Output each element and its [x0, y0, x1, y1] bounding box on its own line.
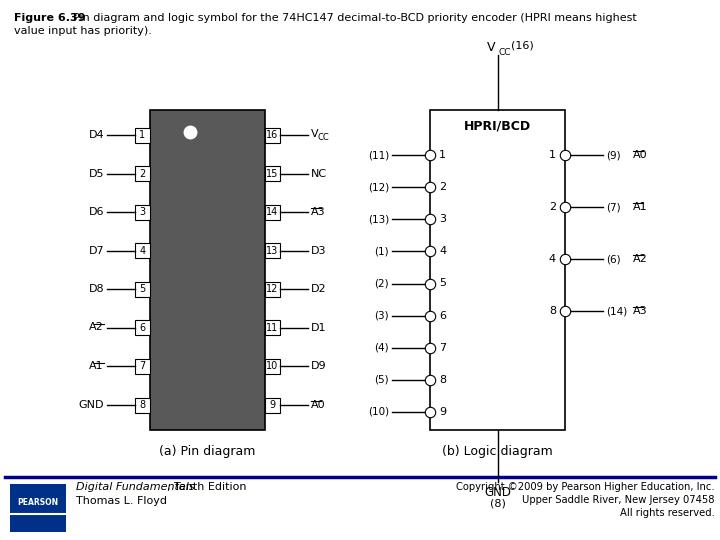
- Text: (5): (5): [374, 375, 389, 385]
- Text: (13): (13): [368, 214, 389, 224]
- Text: (a) Pin diagram: (a) Pin diagram: [159, 446, 256, 458]
- Text: Copyright ©2009 by Pearson Higher Education, Inc.
Upper Saddle River, New Jersey: Copyright ©2009 by Pearson Higher Educat…: [456, 482, 715, 518]
- Bar: [135, 205, 150, 220]
- Text: 6: 6: [140, 323, 145, 333]
- Text: 4: 4: [439, 246, 446, 256]
- Text: CC: CC: [498, 48, 511, 57]
- Text: 4: 4: [140, 246, 145, 256]
- Text: V: V: [311, 129, 319, 139]
- Text: 15: 15: [266, 168, 279, 179]
- Text: 3: 3: [140, 207, 145, 217]
- Text: 4: 4: [549, 254, 556, 264]
- Text: D8: D8: [89, 284, 104, 294]
- Text: HPRI/BCD: HPRI/BCD: [464, 119, 531, 132]
- Text: 13: 13: [266, 246, 279, 256]
- Bar: [135, 243, 150, 258]
- Text: (1): (1): [374, 246, 389, 256]
- Text: A0: A0: [633, 150, 647, 159]
- Text: (3): (3): [374, 310, 389, 321]
- Text: V: V: [487, 41, 495, 54]
- Text: 1: 1: [140, 130, 145, 140]
- Text: 7: 7: [439, 343, 446, 353]
- Bar: [135, 359, 150, 374]
- Text: A2: A2: [89, 322, 104, 332]
- Text: 16: 16: [266, 130, 279, 140]
- Text: 9: 9: [439, 407, 446, 417]
- Text: (12): (12): [368, 182, 389, 192]
- Bar: [265, 397, 280, 413]
- Text: Figure 6.39: Figure 6.39: [14, 13, 86, 23]
- Bar: [150, 110, 265, 430]
- Text: D9: D9: [311, 361, 327, 372]
- Bar: [135, 127, 150, 143]
- Text: A3: A3: [311, 207, 325, 217]
- Text: D5: D5: [89, 168, 104, 179]
- Text: (6): (6): [606, 254, 621, 264]
- Bar: [265, 166, 280, 181]
- Text: 8: 8: [439, 375, 446, 385]
- Text: GND: GND: [484, 486, 511, 499]
- Bar: [135, 397, 150, 413]
- Text: D2: D2: [311, 284, 327, 294]
- Bar: [265, 359, 280, 374]
- Text: 2: 2: [549, 202, 556, 212]
- Text: A0: A0: [311, 400, 325, 409]
- Bar: [265, 205, 280, 220]
- Bar: [10, 484, 66, 532]
- Text: (11): (11): [368, 150, 389, 160]
- Text: Thomas L. Floyd: Thomas L. Floyd: [76, 496, 167, 506]
- Text: 3: 3: [439, 214, 446, 224]
- Text: CC: CC: [318, 133, 330, 143]
- Text: 2: 2: [439, 182, 446, 192]
- Text: 8: 8: [140, 400, 145, 410]
- Text: 12: 12: [266, 284, 279, 294]
- Text: D7: D7: [89, 246, 104, 256]
- Text: 2: 2: [140, 168, 145, 179]
- Text: A1: A1: [89, 361, 104, 371]
- Text: 7: 7: [140, 361, 145, 372]
- Text: Pin diagram and logic symbol for the 74HC147 decimal-to-BCD priority encoder (HP: Pin diagram and logic symbol for the 74H…: [66, 13, 636, 23]
- Text: (9): (9): [606, 150, 621, 160]
- Text: 9: 9: [269, 400, 276, 410]
- Bar: [135, 320, 150, 335]
- Text: D6: D6: [89, 207, 104, 217]
- Text: D1: D1: [311, 323, 326, 333]
- Text: 10: 10: [266, 361, 279, 372]
- Text: 5: 5: [140, 284, 145, 294]
- Text: (2): (2): [374, 279, 389, 288]
- Text: , Tenth Edition: , Tenth Edition: [167, 482, 246, 492]
- Text: PEARSON: PEARSON: [17, 498, 58, 507]
- Text: D4: D4: [89, 130, 104, 140]
- Bar: [265, 127, 280, 143]
- Text: A2: A2: [633, 253, 648, 264]
- Bar: [135, 282, 150, 297]
- Text: NC: NC: [311, 168, 327, 179]
- Text: Digital Fundamentals: Digital Fundamentals: [76, 482, 194, 492]
- Text: D3: D3: [311, 246, 326, 256]
- Text: 8: 8: [549, 306, 556, 316]
- Text: (16): (16): [511, 40, 534, 50]
- Bar: [265, 243, 280, 258]
- Text: value input has priority).: value input has priority).: [14, 26, 152, 36]
- Text: A3: A3: [633, 306, 647, 315]
- Text: 14: 14: [266, 207, 279, 217]
- Text: (8): (8): [490, 499, 505, 509]
- Text: GND: GND: [78, 400, 104, 410]
- Text: (14): (14): [606, 306, 627, 316]
- Bar: [430, 110, 565, 430]
- Text: A1: A1: [633, 201, 647, 212]
- Bar: [265, 282, 280, 297]
- Text: 5: 5: [439, 279, 446, 288]
- Text: 11: 11: [266, 323, 279, 333]
- Text: (b) Logic diagram: (b) Logic diagram: [442, 446, 553, 458]
- Text: (4): (4): [374, 343, 389, 353]
- Text: (7): (7): [606, 202, 621, 212]
- Text: 6: 6: [439, 310, 446, 321]
- Bar: [135, 166, 150, 181]
- Text: (10): (10): [368, 407, 389, 417]
- Text: 1: 1: [549, 150, 556, 160]
- Bar: [265, 320, 280, 335]
- Text: 1: 1: [439, 150, 446, 160]
